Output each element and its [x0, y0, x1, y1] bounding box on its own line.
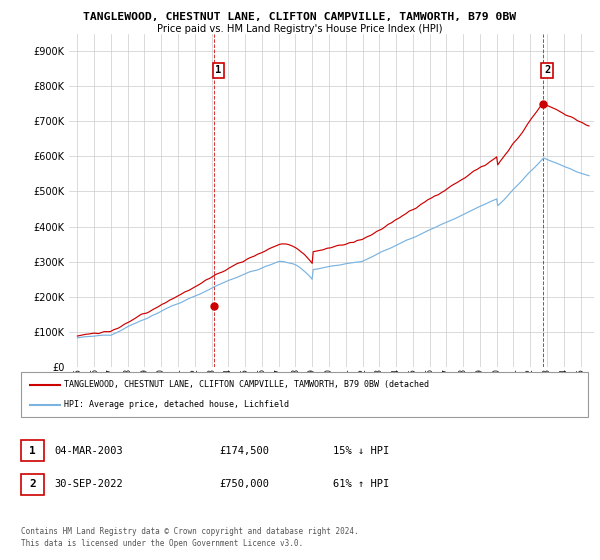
Text: HPI: Average price, detached house, Lichfield: HPI: Average price, detached house, Lich… [64, 400, 289, 409]
Text: TANGLEWOOD, CHESTNUT LANE, CLIFTON CAMPVILLE, TAMWORTH, B79 0BW: TANGLEWOOD, CHESTNUT LANE, CLIFTON CAMPV… [83, 12, 517, 22]
Text: 61% ↑ HPI: 61% ↑ HPI [333, 479, 389, 489]
Text: 1: 1 [29, 446, 36, 456]
Text: 1: 1 [215, 66, 222, 76]
Text: £174,500: £174,500 [219, 446, 269, 456]
Text: Price paid vs. HM Land Registry's House Price Index (HPI): Price paid vs. HM Land Registry's House … [157, 24, 443, 34]
Text: Contains HM Land Registry data © Crown copyright and database right 2024.
This d: Contains HM Land Registry data © Crown c… [21, 527, 359, 548]
Text: 04-MAR-2003: 04-MAR-2003 [54, 446, 123, 456]
Text: 2: 2 [29, 479, 36, 489]
Text: 30-SEP-2022: 30-SEP-2022 [54, 479, 123, 489]
Text: 2: 2 [544, 66, 550, 76]
Text: TANGLEWOOD, CHESTNUT LANE, CLIFTON CAMPVILLE, TAMWORTH, B79 0BW (detached: TANGLEWOOD, CHESTNUT LANE, CLIFTON CAMPV… [64, 380, 429, 389]
Text: £750,000: £750,000 [219, 479, 269, 489]
Text: 15% ↓ HPI: 15% ↓ HPI [333, 446, 389, 456]
